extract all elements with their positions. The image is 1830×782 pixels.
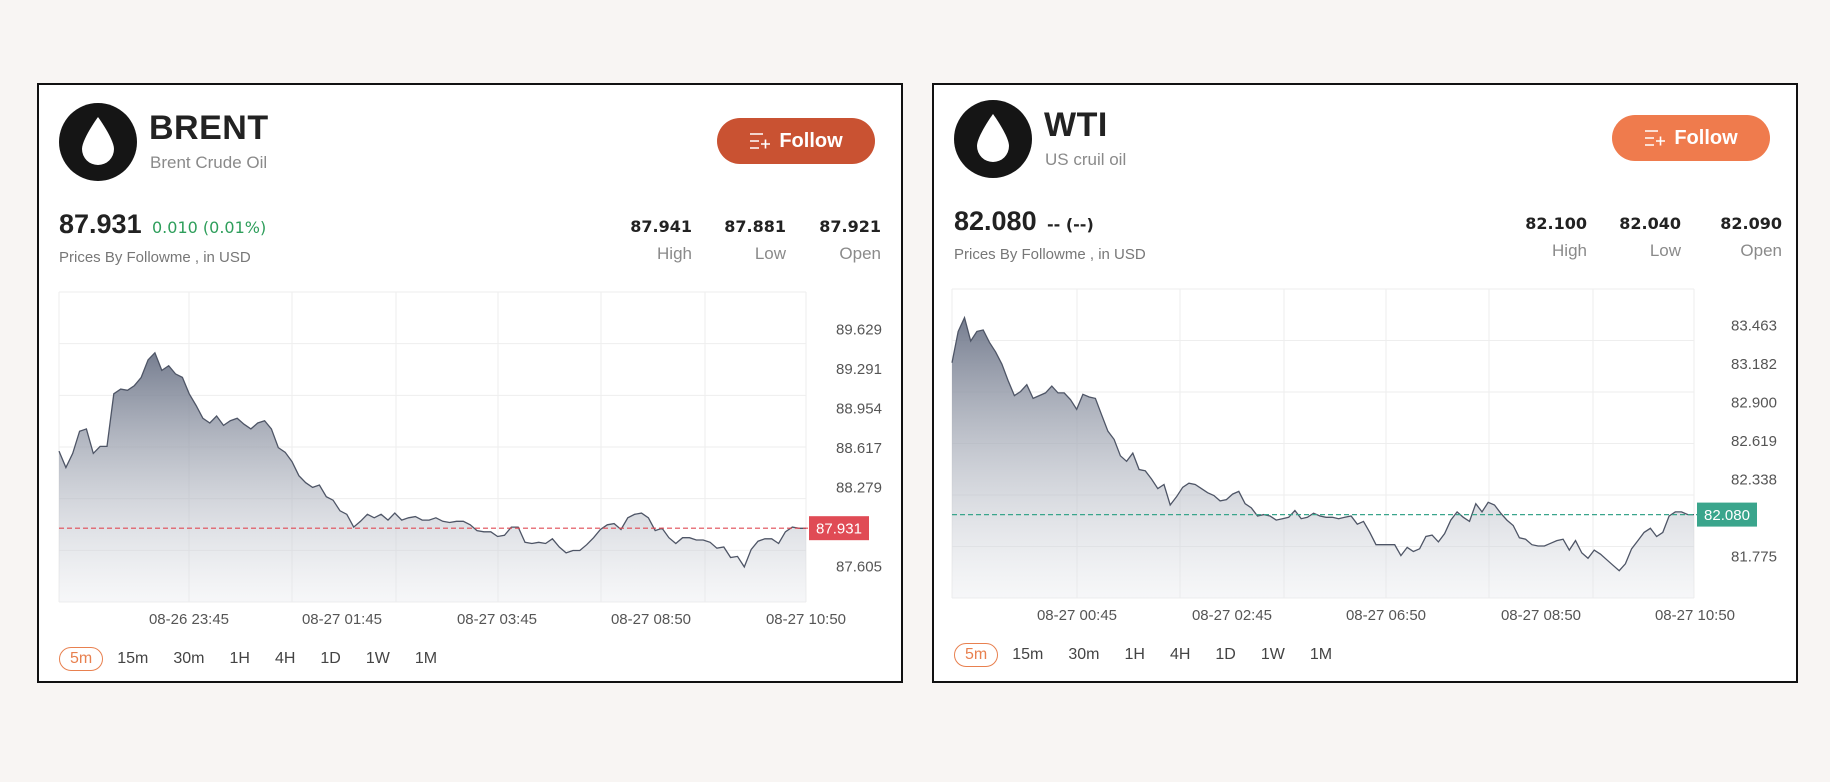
period-1h[interactable]: 1H (1124, 646, 1145, 663)
price-source-note: Prices By Followme , in USD (59, 249, 251, 266)
x-tick-label: 08-27 08:50 (1501, 607, 1581, 624)
stat-open-value: 82.090 (1720, 214, 1782, 233)
x-tick-label: 08-26 23:45 (149, 611, 229, 628)
stat-high-value: 82.100 (1525, 214, 1587, 233)
instrument-title: WTI (1044, 106, 1108, 144)
x-tick-label: 08-27 01:45 (302, 611, 382, 628)
x-tick-label: 08-27 06:50 (1346, 607, 1426, 624)
stat-open-label: Open (839, 244, 881, 263)
stat-low-value: 82.040 (1619, 214, 1681, 233)
stat-low: 82.040 Low (1619, 214, 1681, 261)
brent-card: BRENT Brent Crude Oil Follow 87.931 0.01… (37, 83, 903, 683)
current-price: 82.080 (954, 206, 1037, 236)
x-tick-label: 08-27 08:50 (611, 611, 691, 628)
y-tick-label: 82.338 (1731, 471, 1777, 488)
stat-high-label: High (1552, 241, 1587, 260)
period-15m[interactable]: 15m (117, 650, 149, 667)
instrument-subtitle: Brent Crude Oil (150, 153, 268, 172)
stat-open-label: Open (1740, 241, 1782, 260)
y-tick-label: 88.279 (836, 479, 882, 496)
stat-open: 87.921 Open (819, 217, 881, 264)
current-price-label: 82.080 (1704, 507, 1750, 524)
y-tick-label: 81.775 (1731, 548, 1777, 565)
y-tick-label: 88.617 (836, 440, 882, 457)
instrument-subtitle: US cruil oil (1045, 150, 1127, 169)
stat-open: 82.090 Open (1720, 214, 1782, 261)
period-4h[interactable]: 4H (274, 650, 296, 667)
period-1w[interactable]: 1W (365, 650, 390, 667)
oil-drop-logo-icon (59, 103, 137, 181)
period-selector: 5m 15m 30m 1H 4H 1D 1W 1M (954, 643, 1346, 667)
add-list-icon (1644, 129, 1666, 147)
stat-low-label: Low (754, 244, 786, 263)
price-change: -- (--) (1047, 215, 1094, 234)
x-tick-label: 08-27 03:45 (457, 611, 537, 628)
price-area (952, 317, 1694, 598)
y-tick-label: 83.182 (1731, 356, 1777, 373)
y-tick-label: 82.619 (1731, 433, 1777, 450)
price-area-chart[interactable]: 87.931 89.629 89.291 88.954 88.617 88.279 87.6… (39, 85, 901, 685)
price-change: 0.010 (0.01%) (152, 218, 267, 237)
current-price-tag (1697, 502, 1757, 527)
x-tick-label: 08-27 02:45 (1192, 607, 1272, 624)
y-tick-label: 89.291 (836, 361, 882, 378)
price-source-note: Prices By Followme , in USD (954, 246, 1146, 263)
wti-card: WTI US cruil oil Follow 82.080 -- (--) P… (932, 83, 1798, 683)
stat-low-label: Low (1649, 241, 1681, 260)
period-30m[interactable]: 30m (1068, 646, 1100, 663)
period-1d[interactable]: 1D (1215, 646, 1236, 663)
follow-label: Follow (779, 129, 843, 152)
period-30m[interactable]: 30m (173, 650, 205, 667)
stat-low: 87.881 Low (724, 217, 786, 264)
instrument-title: BRENT (149, 109, 269, 147)
period-1d[interactable]: 1D (320, 650, 341, 667)
stat-high: 87.941 High (630, 217, 692, 264)
y-tick-label: 83.463 (1731, 318, 1777, 335)
period-selector: 5m 15m 30m 1H 4H 1D 1W 1M (59, 647, 451, 671)
current-price-label: 87.931 (816, 521, 862, 538)
price-area-chart[interactable]: 82.080 83.463 83.182 82.900 82.619 82.338 81.7… (934, 85, 1796, 685)
add-list-icon (749, 132, 771, 150)
period-5m[interactable]: 5m (954, 643, 999, 667)
stat-high-value: 87.941 (630, 217, 692, 236)
stat-high: 82.100 High (1525, 214, 1587, 261)
y-tick-label: 88.954 (836, 401, 882, 418)
x-tick-label: 08-27 00:45 (1037, 607, 1117, 624)
x-tick-label: 08-27 10:50 (766, 611, 846, 628)
period-4h[interactable]: 4H (1169, 646, 1191, 663)
current-price: 87.931 (59, 209, 142, 239)
period-1m[interactable]: 1M (414, 650, 438, 667)
stat-open-value: 87.921 (819, 217, 881, 236)
oil-drop-logo-icon (954, 100, 1032, 178)
stat-low-value: 87.881 (724, 217, 786, 236)
x-tick-label: 08-27 10:50 (1655, 607, 1735, 624)
period-1h[interactable]: 1H (229, 650, 250, 667)
period-1m[interactable]: 1M (1309, 646, 1333, 663)
follow-button[interactable]: Follow (1612, 115, 1770, 161)
period-15m[interactable]: 15m (1012, 646, 1044, 663)
y-tick-label: 89.629 (836, 322, 882, 339)
price-area (59, 352, 806, 602)
period-1w[interactable]: 1W (1260, 646, 1285, 663)
follow-label: Follow (1674, 126, 1738, 149)
current-price-tag (809, 516, 869, 541)
follow-button[interactable]: Follow (717, 118, 875, 164)
y-tick-label: 82.900 (1731, 394, 1777, 411)
price-line (58, 351, 806, 569)
period-5m[interactable]: 5m (59, 647, 104, 671)
stat-high-label: High (657, 244, 692, 263)
y-tick-label: 87.605 (836, 558, 882, 575)
price-line (951, 315, 1694, 572)
